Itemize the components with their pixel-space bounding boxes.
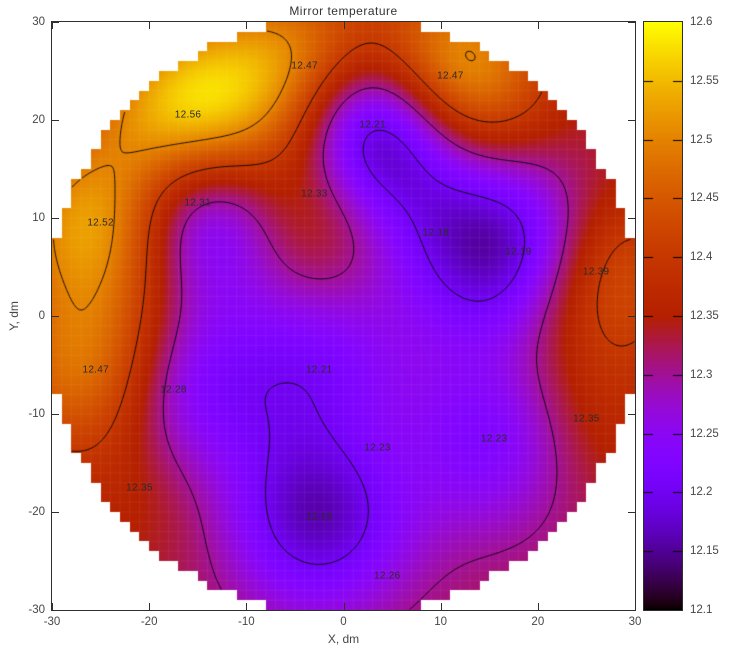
- sensor-label: 12.23: [364, 442, 391, 454]
- x-tick-bottom: [440, 603, 442, 610]
- y-tick-right: [628, 316, 635, 317]
- sensor-label: 12.33: [301, 188, 328, 199]
- y-tick-left: [52, 218, 59, 219]
- x-tick-label: 10: [434, 616, 448, 628]
- colorbar-tick-label: 12.25: [690, 427, 719, 440]
- x-tick-label: -20: [140, 616, 158, 628]
- x-tick-bottom: [537, 603, 539, 610]
- x-tick-label: 20: [531, 616, 545, 628]
- x-tick-top: [537, 22, 539, 29]
- sensor-label: 12.56: [174, 109, 202, 121]
- y-tick-left: [52, 22, 59, 23]
- x-tick-bottom: [149, 603, 151, 610]
- x-tick-label: -10: [238, 616, 255, 628]
- y-tick-label: 0: [38, 310, 45, 322]
- x-tick-bottom: [343, 603, 345, 610]
- x-tick-top: [246, 22, 248, 29]
- colorbar-tick-label: 12.15: [690, 545, 719, 558]
- x-tick-bottom: [52, 603, 53, 610]
- colorbar-tick-label: 12.45: [690, 192, 719, 205]
- x-tick-top: [635, 22, 636, 29]
- y-tick-right: [628, 610, 635, 611]
- x-tick-bottom: [246, 603, 248, 610]
- sensor-label: 12.35: [573, 413, 600, 425]
- x-tick-bottom: [635, 603, 636, 610]
- y-tick-right: [628, 512, 635, 513]
- y-tick-left: [52, 512, 59, 513]
- y-tick-left: [52, 414, 59, 415]
- sensor-label: 12.16: [305, 511, 333, 523]
- y-tick-right: [628, 22, 635, 23]
- y-tick-right: [628, 120, 635, 121]
- x-tick-label: 30: [628, 616, 642, 628]
- x-tick-top: [440, 22, 442, 29]
- colorbar-tick-label: 12.1: [690, 604, 713, 616]
- colorbar-tick-label: 12.35: [690, 310, 719, 322]
- sensor-label: 12.28: [160, 384, 187, 395]
- sensor-label: 12.47: [82, 364, 109, 376]
- y-tick-label: 30: [32, 16, 45, 28]
- x-tick-top: [343, 22, 345, 29]
- colorbar-tick-label: 12.5: [690, 133, 713, 146]
- y-tick-left: [52, 120, 59, 121]
- sensor-label: 12.19: [505, 246, 532, 258]
- sensor-label: 12.26: [373, 570, 401, 582]
- colorbar-tick-label: 12.55: [690, 74, 719, 87]
- y-tick-label: 10: [32, 212, 45, 224]
- x-tick-top: [149, 22, 151, 29]
- plot-frame: [51, 21, 636, 611]
- y-tick-left: [52, 610, 59, 611]
- y-tick-right: [628, 414, 635, 415]
- heatmap-canvas: [52, 22, 635, 610]
- colorbar-canvas: [644, 22, 682, 610]
- sensor-label: 12.35: [126, 482, 153, 493]
- x-tick-label: 0: [340, 616, 347, 628]
- sensor-label: 12.18: [422, 227, 450, 239]
- sensor-label: 12.21: [359, 119, 386, 131]
- sensor-label: 12.47: [291, 60, 318, 72]
- colorbar-tick-label: 12.2: [690, 486, 713, 499]
- sensor-label: 12.31: [184, 197, 212, 209]
- y-tick-label: -20: [28, 506, 45, 518]
- y-tick-right: [628, 218, 635, 219]
- colorbar-tick-label: 12.3: [690, 368, 713, 381]
- sensor-label: 12.39: [582, 266, 610, 278]
- y-tick-label: 20: [32, 114, 45, 126]
- sensor-label: 12.23: [480, 433, 508, 444]
- y-tick-label: -30: [28, 604, 45, 616]
- y-tick-label: -10: [28, 408, 45, 420]
- sensor-label: 12.47: [437, 70, 464, 82]
- sensor-label: 12.21: [305, 364, 333, 376]
- colorbar-tick-label: 12.4: [690, 251, 713, 264]
- colorbar-frame: [643, 21, 683, 611]
- sensor-label: 12.52: [87, 217, 114, 229]
- x-tick-label: -30: [43, 616, 61, 628]
- chart-title: Mirror temperature: [289, 4, 398, 18]
- y-tick-left: [52, 316, 59, 317]
- x-tick-top: [52, 22, 53, 29]
- colorbar-tick-label: 12.6: [690, 16, 713, 28]
- x-axis-title: X, dm: [327, 632, 360, 646]
